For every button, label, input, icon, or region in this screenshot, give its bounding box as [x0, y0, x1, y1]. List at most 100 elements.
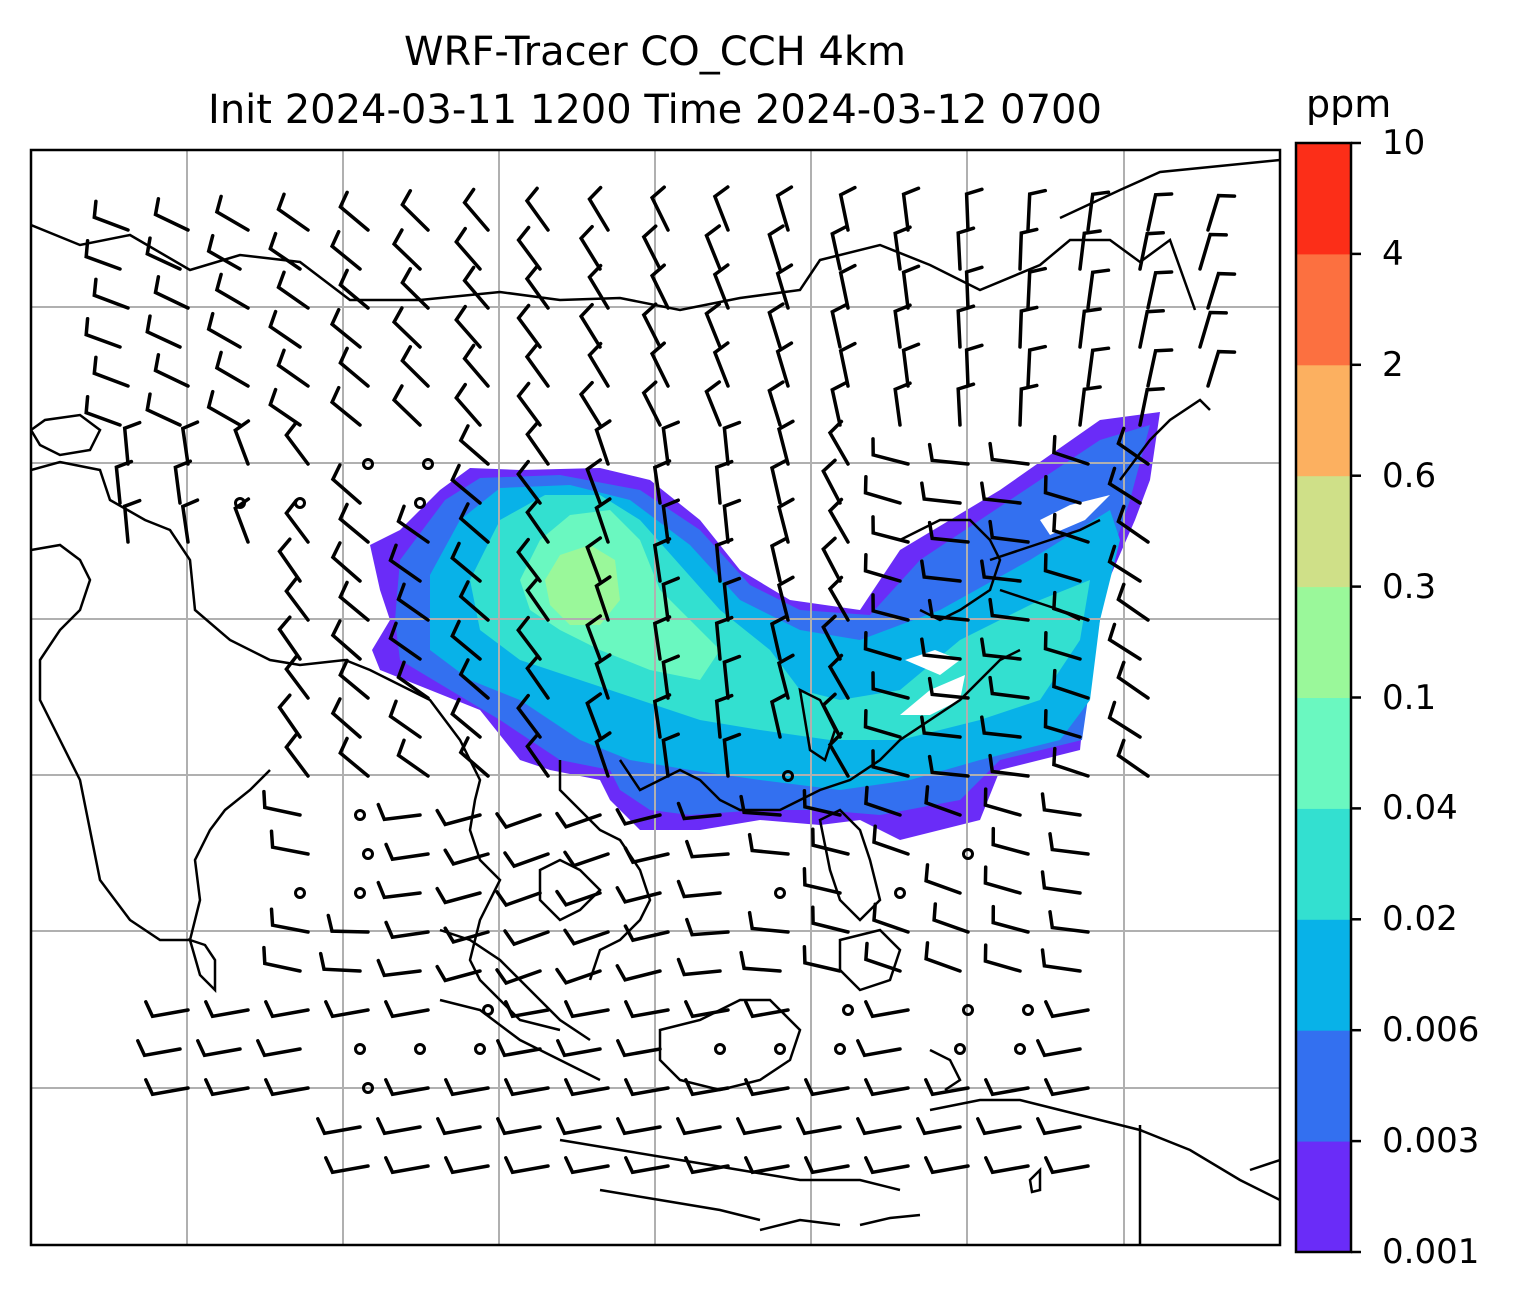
wind-barb [264, 1000, 310, 1019]
wind-barb [495, 812, 542, 830]
wind-barb [196, 1039, 242, 1058]
wind-barb [983, 787, 1022, 817]
wind-barb [277, 537, 302, 583]
wind-barb [661, 732, 680, 778]
wind-barb [871, 593, 910, 622]
calm-marker [474, 1043, 486, 1055]
wind-barb [376, 802, 422, 822]
wind-barb [503, 929, 550, 947]
wind-barb [269, 907, 310, 934]
wind-barb [641, 380, 662, 427]
wind-barb [901, 186, 921, 232]
wind-barb [767, 224, 785, 271]
wind-barb [616, 1039, 662, 1058]
colorbar-band [1296, 1141, 1351, 1253]
wind-barb [388, 543, 422, 583]
wind-barb [920, 637, 962, 661]
wind-barb [330, 697, 362, 739]
wind-barb [1086, 268, 1111, 310]
wind-barb [827, 419, 850, 466]
wind-barb [747, 832, 790, 856]
wind-barb [623, 846, 670, 865]
calm-marker [774, 1043, 786, 1055]
wind-barb [1018, 305, 1039, 349]
wind-barb [1116, 660, 1150, 700]
wind-barb [964, 187, 984, 232]
wind-barb [769, 458, 788, 505]
wind-barb [811, 905, 850, 934]
wind-barb [838, 341, 857, 388]
wind-barb [901, 264, 921, 310]
colorbar-tick-label: 0.006 [1382, 1010, 1480, 1051]
wind-barb [796, 1117, 842, 1136]
wind-barb [624, 1156, 670, 1175]
wind-barb [594, 575, 612, 622]
wind-barb [525, 420, 550, 466]
wind-barb [649, 185, 670, 232]
colorbar-unit-label: ppm [1306, 82, 1392, 126]
wind-barb [864, 785, 902, 817]
wind-barb [555, 889, 602, 907]
wind-barb [1116, 582, 1150, 622]
wind-barb [114, 459, 134, 505]
wind-barb [524, 342, 550, 388]
wind-barb [714, 537, 734, 583]
colorbar-tick-marks [1351, 141, 1361, 1254]
wind-barb [685, 839, 730, 859]
calm-marker [422, 458, 434, 470]
wind-barb [454, 304, 482, 349]
calm-marker [234, 497, 246, 509]
map-frame [29, 148, 1282, 1247]
wind-barb [585, 458, 603, 505]
wind-barb [594, 419, 612, 466]
wind-barb [450, 463, 482, 505]
wind-barb [587, 263, 610, 310]
chart-title-line-1: WRF-Tracer CO_CCH 4km [403, 29, 907, 75]
wind-barb [556, 1039, 602, 1058]
wind-barb [991, 826, 1030, 856]
wind-barb [84, 316, 122, 349]
wind-barb [1138, 231, 1165, 271]
wind-barb [856, 1117, 902, 1136]
wind-barb [714, 459, 734, 505]
wind-barb [84, 238, 122, 271]
wind-barb [1052, 590, 1090, 622]
wind-barb [206, 389, 242, 427]
wind-barb [329, 229, 362, 271]
wind-barb [1044, 1078, 1090, 1097]
colorbar-band [1296, 919, 1351, 1031]
wind-barb [264, 1078, 310, 1097]
wind-barb [525, 732, 550, 778]
calm-marker [354, 1043, 366, 1055]
wind-barb [649, 263, 670, 310]
wind-barb [269, 829, 310, 856]
wind-barb [775, 341, 794, 388]
wind-barb [661, 654, 680, 700]
wind-barb [980, 559, 1022, 583]
wind-barb [329, 307, 362, 349]
wind-barb [661, 576, 680, 622]
calm-marker [962, 1004, 974, 1016]
wind-barb [920, 559, 962, 583]
wind-barb [400, 267, 430, 310]
wind-barb [435, 964, 482, 983]
calm-marker [362, 848, 374, 860]
wind-barb [326, 913, 370, 934]
wind-barb [180, 420, 200, 466]
colorbar-band [1296, 586, 1351, 698]
wind-barb [1052, 434, 1090, 466]
wind-barb [714, 693, 734, 739]
wind-barb [712, 341, 730, 388]
colorbar-tick-label: 0.3 [1382, 566, 1437, 607]
wind-barb [1052, 746, 1090, 778]
wind-barb [661, 420, 680, 466]
wind-barb [284, 576, 310, 622]
wind-barb [276, 270, 310, 310]
wind-barb [863, 475, 902, 505]
calm-marker [774, 887, 786, 899]
wind-barb [525, 498, 550, 544]
wind-barb [927, 754, 970, 778]
calm-marker [414, 497, 426, 509]
calm-wind-markers [234, 458, 1034, 1094]
wind-barb [1138, 387, 1165, 427]
